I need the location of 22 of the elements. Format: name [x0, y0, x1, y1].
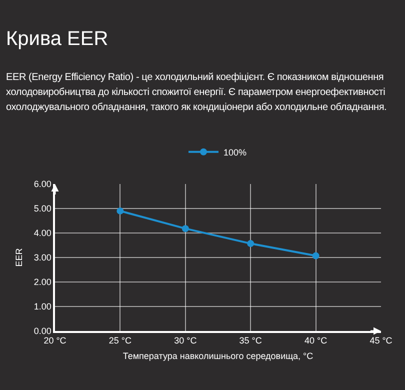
y-tick-label: 0.00	[34, 326, 52, 336]
y-tick-label: 3.00	[34, 252, 52, 263]
legend-label: 100%	[224, 147, 247, 158]
point	[247, 240, 254, 248]
x-axis-title: Температура навколишнього середовища, °C	[122, 350, 314, 361]
point	[116, 207, 124, 214]
x-tick-label: 25 °C	[108, 336, 132, 346]
x-tick-label: 40 °C	[304, 336, 328, 346]
x-tick-label: 35 °C	[239, 336, 262, 346]
y-tick-label: 1.00	[34, 302, 52, 312]
chart-subtitle: EER (Energy Efficiency Ratio) - це холодильний коефіцієнт. Є показником відношення холодовиробництва до кількості спожитої енергії. Є параметром енергоефективності охолоджувального обладнання, такого як кондиціонери або холодильне обладнання.	[6, 71, 388, 115]
y-tick-label: 2.00	[34, 277, 52, 288]
chart-title: Крива EER	[6, 28, 108, 51]
point	[312, 252, 320, 260]
x-tick-label: 30 °C	[174, 336, 198, 346]
y-tick-label: 6.00	[34, 179, 52, 190]
y-axis-title: EER	[14, 248, 24, 267]
y-tick-label: 4.00	[34, 228, 52, 238]
x-tick-label: 20 °C	[44, 336, 67, 346]
point	[182, 225, 189, 232]
x-tick-label: 45 °C	[370, 336, 393, 346]
y-tick-label: 5.00	[34, 204, 52, 214]
